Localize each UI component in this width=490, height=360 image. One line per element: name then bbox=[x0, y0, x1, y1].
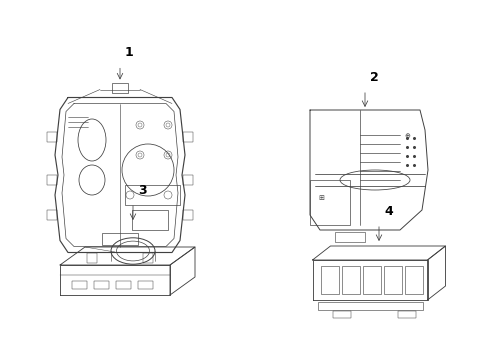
Bar bbox=[320, 266, 339, 294]
Bar bbox=[310, 180, 350, 225]
Bar bbox=[333, 311, 350, 318]
Text: 4: 4 bbox=[384, 205, 393, 218]
Text: 3: 3 bbox=[138, 184, 147, 197]
Bar bbox=[87, 252, 97, 262]
Bar bbox=[125, 185, 180, 205]
Bar bbox=[183, 175, 193, 185]
Bar bbox=[183, 132, 193, 142]
Bar bbox=[342, 266, 360, 294]
Bar bbox=[397, 311, 416, 318]
Bar bbox=[47, 175, 57, 185]
Bar bbox=[318, 302, 422, 310]
Bar bbox=[335, 232, 365, 242]
Bar bbox=[112, 82, 128, 93]
Bar bbox=[116, 281, 131, 289]
Text: ⊞: ⊞ bbox=[318, 195, 324, 201]
Bar bbox=[183, 210, 193, 220]
Bar bbox=[138, 281, 153, 289]
Bar bbox=[143, 252, 153, 262]
Bar bbox=[102, 233, 138, 244]
Bar bbox=[384, 266, 401, 294]
Bar bbox=[363, 266, 381, 294]
Bar bbox=[405, 266, 422, 294]
Bar bbox=[47, 210, 57, 220]
Bar bbox=[47, 132, 57, 142]
Text: 2: 2 bbox=[370, 71, 379, 84]
Text: 1: 1 bbox=[125, 46, 134, 59]
Bar bbox=[132, 210, 168, 230]
Bar bbox=[94, 281, 109, 289]
Bar bbox=[72, 281, 87, 289]
Text: ⊕: ⊕ bbox=[404, 133, 410, 139]
